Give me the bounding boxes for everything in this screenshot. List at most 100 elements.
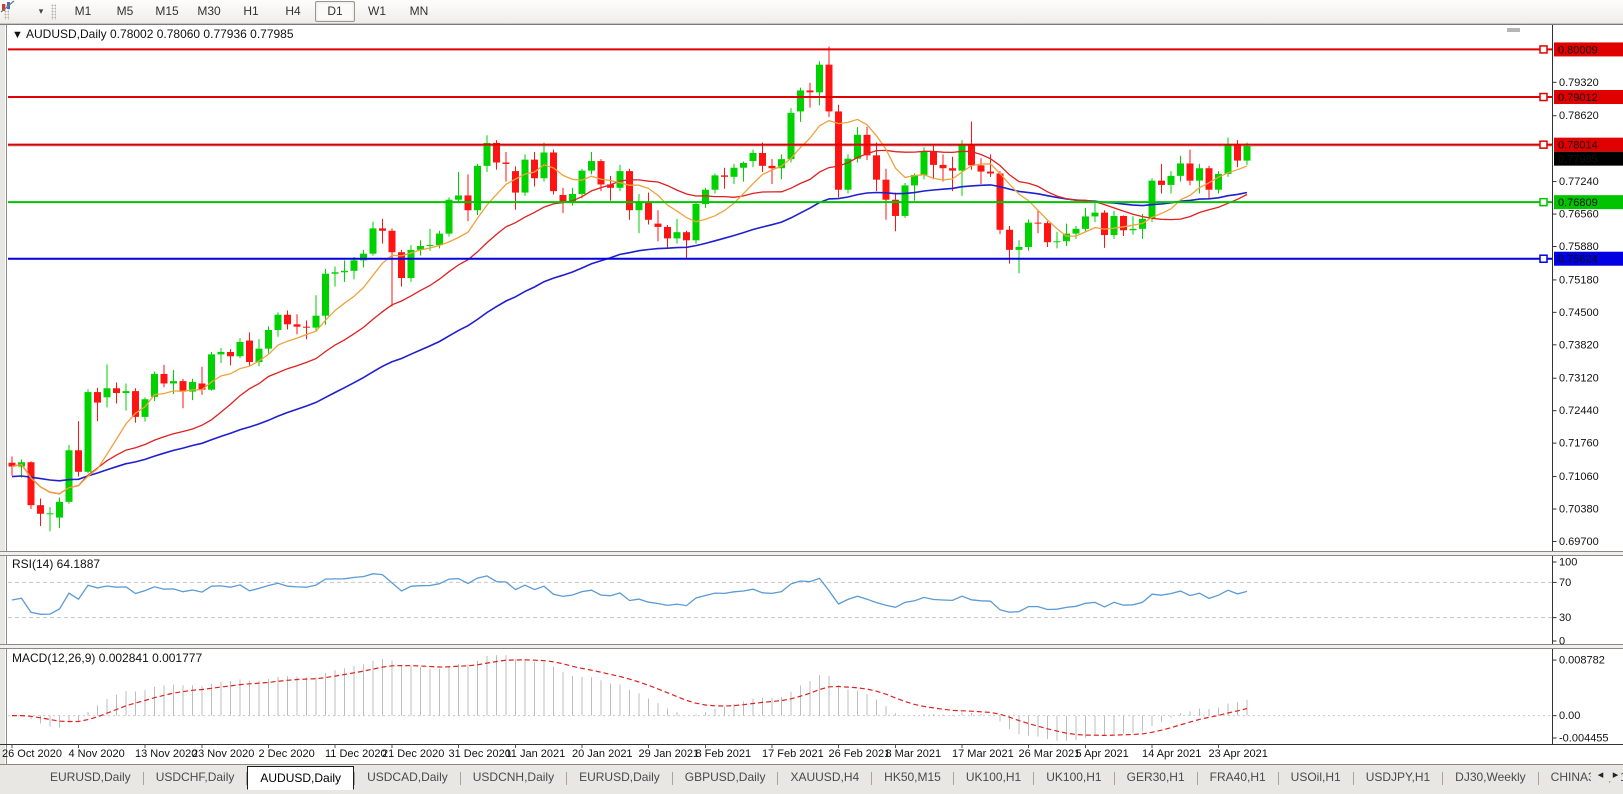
chart-tab-eurusd-daily[interactable]: EURUSD,Daily bbox=[579, 770, 660, 784]
tab-separator bbox=[354, 772, 356, 785]
chart-tab-audusd-daily[interactable]: AUDUSD,Daily bbox=[247, 766, 355, 790]
chart-tab-uk100-h1[interactable]: UK100,H1 bbox=[1046, 770, 1102, 784]
chart-tab-uk100-h1[interactable]: UK100,H1 bbox=[965, 770, 1022, 784]
dropdown-arrow-icon[interactable]: ▾ bbox=[38, 6, 44, 16]
timeframe-button-d1[interactable]: D1 bbox=[315, 1, 355, 22]
candle-body bbox=[122, 391, 130, 394]
candle-body bbox=[892, 199, 899, 216]
price-axis-tick: 0.70380 bbox=[1559, 504, 1599, 516]
candle-body bbox=[1015, 246, 1023, 250]
candle-body bbox=[1034, 222, 1042, 224]
tab-separator bbox=[1537, 772, 1539, 785]
candle-body bbox=[27, 462, 35, 506]
chart-tab-hk50-m15[interactable]: HK50,M15 bbox=[884, 770, 941, 784]
candle-body bbox=[1243, 146, 1251, 161]
line-price-label: 0.76809 bbox=[1558, 197, 1598, 209]
chart-tab-usdcnh-daily[interactable]: USDCNH,Daily bbox=[472, 770, 555, 784]
price-axis-tick: 0.75880 bbox=[1559, 241, 1599, 253]
candle-body bbox=[930, 151, 937, 165]
macd-axis-tick: -0.004455 bbox=[1559, 733, 1609, 745]
candle-body bbox=[436, 233, 443, 246]
chart-tools-button[interactable] bbox=[0, 0, 35, 22]
chart-tab-usoil-h1[interactable]: USOil,H1 bbox=[1290, 770, 1341, 784]
candle-body bbox=[1110, 215, 1118, 236]
candle-body bbox=[806, 90, 814, 93]
line-end-marker[interactable] bbox=[1539, 197, 1548, 207]
timeframe-button-m15[interactable]: M15 bbox=[155, 4, 179, 18]
rsi-line bbox=[11, 573, 1248, 615]
price-axis-tick: 0.77240 bbox=[1559, 176, 1599, 188]
candle-body bbox=[274, 314, 282, 331]
candle-body bbox=[816, 64, 823, 93]
timeframe-button-m5[interactable]: M5 bbox=[116, 4, 134, 18]
tabs-scroll-right-icon[interactable]: ▸ bbox=[1612, 769, 1619, 781]
candle-body bbox=[1224, 145, 1232, 174]
price-axis-tick: 0.79320 bbox=[1559, 77, 1599, 89]
timeframe-button-h1[interactable]: H1 bbox=[243, 4, 259, 18]
toolbar-grip-2[interactable] bbox=[51, 3, 56, 20]
line-price-label-box bbox=[1554, 195, 1623, 210]
candle-body bbox=[426, 245, 434, 247]
date-axis-label: 26 Mar 2021 bbox=[1019, 748, 1081, 760]
candle-body bbox=[1205, 168, 1213, 190]
chart-tab-gbpusd-daily[interactable]: GBPUSD,Daily bbox=[684, 770, 766, 784]
timeframe-button-m30[interactable]: M30 bbox=[197, 4, 221, 18]
macd-axis-tick: 0.00 bbox=[1559, 710, 1580, 722]
tab-separator bbox=[1033, 772, 1035, 785]
chart-canvas[interactable]: ▼ AUDUSD,Daily 0.78002 0.78060 0.77936 0… bbox=[0, 0, 1623, 764]
date-axis-label: 11 Jan 2021 bbox=[506, 748, 566, 760]
toolbar-grip[interactable] bbox=[4, 3, 9, 20]
candle-body bbox=[1196, 168, 1203, 181]
timeframe-button-mn[interactable]: MN bbox=[409, 4, 429, 18]
candle-body bbox=[721, 175, 728, 177]
candle-body bbox=[103, 388, 111, 398]
chart-tab-xauusd-h4[interactable]: XAUUSD,H4 bbox=[790, 770, 860, 784]
candle-body bbox=[578, 170, 586, 194]
candle-body bbox=[141, 399, 149, 417]
candle-body bbox=[1072, 228, 1080, 234]
line-end-marker[interactable] bbox=[1539, 140, 1548, 149]
line-end-marker[interactable] bbox=[1539, 254, 1548, 263]
line-end-marker[interactable] bbox=[1539, 45, 1548, 54]
chart-plot-area[interactable] bbox=[8, 26, 1552, 744]
symbol-tab-bar: EURUSD,Daily USDCHF,Daily AUDUSD,Daily USDC… bbox=[0, 764, 1623, 794]
current-price-label-box bbox=[1554, 151, 1623, 166]
tab-separator bbox=[246, 772, 248, 785]
date-axis-label: 26 Feb 2021 bbox=[829, 748, 891, 760]
price-axis-tick: 0.74500 bbox=[1559, 307, 1599, 319]
pane-splitter[interactable] bbox=[0, 644, 1623, 649]
line-end-marker[interactable] bbox=[1539, 92, 1548, 102]
ma-fast-line bbox=[11, 118, 1248, 495]
price-axis-tick: 0.73820 bbox=[1559, 339, 1599, 351]
date-axis-label: 2 Dec 2020 bbox=[259, 748, 315, 760]
date-axis-label: 11 Dec 2020 bbox=[325, 748, 387, 760]
tab-separator bbox=[1277, 772, 1279, 785]
candle-body bbox=[626, 171, 633, 211]
chart-tab-usdchf-daily[interactable]: USDCHF,Daily bbox=[155, 770, 235, 784]
candle-body bbox=[341, 270, 348, 273]
chart-tab-usdjpy-h1[interactable]: USDJPY,H1 bbox=[1365, 770, 1431, 784]
chart-title: AUDUSD,Daily 0.78002 0.78060 0.77936 0.7… bbox=[26, 27, 294, 41]
chart-collapse-icon[interactable]: ▼ bbox=[12, 29, 23, 41]
tab-separator bbox=[1196, 772, 1198, 785]
chart-tab-dj30-weekly[interactable]: DJ30,Weekly bbox=[1455, 770, 1526, 784]
tabs-scroll-left-icon[interactable]: ◂ bbox=[1597, 769, 1604, 781]
rsi-axis-tick: 30 bbox=[1559, 612, 1571, 624]
candle-body bbox=[445, 199, 453, 234]
candle-body bbox=[844, 158, 852, 190]
timeframe-button-m1[interactable]: M1 bbox=[74, 4, 92, 18]
chart-tab-fra40-h1[interactable]: FRA40,H1 bbox=[1209, 770, 1266, 784]
chart-tab-usdcad-daily[interactable]: USDCAD,Daily bbox=[367, 770, 448, 784]
chart-tab-ger30-h1[interactable]: GER30,H1 bbox=[1126, 770, 1185, 784]
price-axis-tick: 0.71760 bbox=[1559, 438, 1599, 450]
tab-separator bbox=[871, 772, 873, 785]
candle-body bbox=[474, 165, 481, 211]
top-toolbar: ▾ M1 M5 M15 M30 H1 H4 D1 W1 MN bbox=[0, 0, 1623, 24]
chart-tab-eurusd-daily[interactable]: EURUSD,Daily bbox=[50, 770, 131, 784]
candle-body bbox=[369, 228, 377, 254]
candle-body bbox=[1091, 212, 1099, 217]
timeframe-button-h4[interactable]: H4 bbox=[285, 4, 301, 18]
timeframe-button-w1[interactable]: W1 bbox=[368, 4, 386, 18]
pane-splitter[interactable] bbox=[0, 551, 1623, 556]
candle-body bbox=[208, 354, 215, 390]
